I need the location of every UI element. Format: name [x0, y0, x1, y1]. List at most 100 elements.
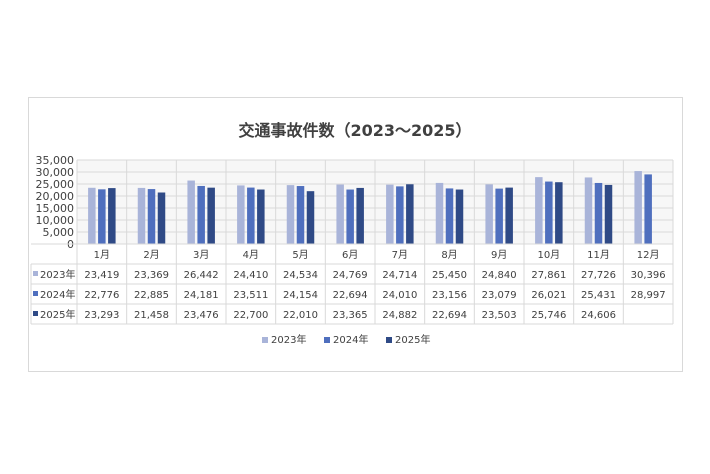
data-label: 24,154: [283, 290, 318, 301]
bar: [88, 187, 96, 244]
legend-label: 2025年: [395, 333, 430, 346]
data-label: 22,694: [333, 290, 368, 301]
y-tick-label: 20,000: [36, 190, 75, 203]
category-label: 8月: [441, 249, 457, 261]
bar: [147, 189, 156, 244]
legend: 2023年 2024年 2025年: [262, 333, 430, 346]
category-label: 11月: [587, 249, 610, 261]
bar: [296, 186, 305, 244]
data-label: 24,714: [382, 270, 417, 281]
bar: [435, 182, 444, 244]
data-label: 24,769: [333, 270, 368, 281]
data-label: 23,079: [482, 290, 517, 301]
data-label: 23,293: [84, 310, 119, 321]
data-label: 23,511: [233, 290, 268, 301]
category-label: 7月: [392, 249, 408, 261]
data-label: 27,726: [581, 270, 616, 281]
y-tick-label: 25,000: [36, 178, 75, 191]
data-label: 27,861: [531, 270, 566, 281]
chart-title: 交通事故件数（2023～2025）: [238, 121, 471, 140]
category-label: 12月: [637, 249, 660, 261]
grid-layer: [76, 159, 674, 324]
category-label: 3月: [193, 249, 209, 261]
y-tick-label: 30,000: [36, 166, 75, 179]
category-label: 10月: [537, 249, 560, 261]
bar: [535, 177, 543, 244]
legend-swatch: [324, 337, 330, 343]
chart-frame: 交通事故件数（2023～2025） 05,00010,00015,00020,0…: [28, 97, 683, 372]
data-label: 23,503: [482, 310, 517, 321]
data-label: 22,776: [84, 290, 119, 301]
bar: [396, 186, 404, 244]
data-label: 26,021: [531, 290, 566, 301]
legend-swatch: [262, 337, 268, 343]
legend-swatch: [386, 337, 392, 343]
bar: [356, 187, 364, 244]
data-label: 24,606: [581, 310, 616, 321]
bar: [634, 171, 642, 244]
chart-canvas: 交通事故件数（2023～2025） 05,00010,00015,00020,0…: [30, 121, 674, 346]
category-label: 1月: [94, 249, 110, 261]
data-label: 25,431: [581, 290, 616, 301]
data-table: 1月 2月 3月 4月 5月 6月 7月 8月 9月 10月 11月 12月 2023年 23,419 23…: [30, 243, 673, 325]
bar: [336, 184, 344, 244]
data-label: 22,010: [283, 310, 318, 321]
row-label: 2025年: [40, 308, 75, 321]
data-label: 24,181: [184, 290, 219, 301]
bar: [485, 184, 493, 244]
bar: [286, 185, 295, 244]
bar: [406, 184, 414, 244]
data-label: 30,396: [631, 270, 666, 281]
data-label: 24,534: [283, 270, 318, 281]
data-label: 23,156: [432, 290, 467, 301]
data-label: 24,840: [482, 270, 517, 281]
category-label: 2月: [143, 249, 159, 261]
bar: [545, 181, 553, 244]
category-label: 9月: [491, 249, 507, 261]
data-label: 23,369: [134, 270, 169, 281]
bar: [247, 187, 255, 244]
category-label: 6月: [342, 249, 358, 261]
bar: [346, 189, 354, 244]
data-label: 22,700: [233, 310, 268, 321]
bar: [257, 189, 265, 244]
bar: [445, 188, 454, 244]
bar: [644, 174, 652, 244]
bar: [197, 185, 205, 244]
bar: [555, 182, 563, 244]
legend-key: [33, 271, 38, 276]
bar: [207, 187, 215, 244]
legend-label: 2023年: [271, 333, 306, 346]
legend-key: [33, 311, 38, 316]
data-label: 22,694: [432, 310, 467, 321]
y-tick-label: 10,000: [36, 214, 75, 227]
data-label: 22,885: [134, 290, 169, 301]
data-label: 23,365: [333, 310, 368, 321]
data-label: 24,010: [382, 290, 417, 301]
bar: [306, 191, 315, 244]
bar: [108, 188, 116, 244]
bar: [594, 182, 603, 244]
data-label: 24,410: [233, 270, 268, 281]
data-label: 26,442: [184, 270, 219, 281]
row-label: 2024年: [40, 288, 75, 301]
bar: [187, 180, 195, 244]
row-label: 2023年: [40, 268, 75, 281]
bar: [604, 184, 613, 244]
bar: [98, 189, 106, 244]
y-tick-label: 15,000: [36, 202, 75, 215]
data-label: 25,746: [531, 310, 566, 321]
y-tick-label: 35,000: [36, 154, 75, 167]
y-tick-label: 5,000: [43, 226, 75, 239]
bar: [455, 189, 464, 244]
bar: [237, 185, 245, 244]
bar: [386, 184, 394, 244]
category-label: 4月: [243, 249, 259, 261]
data-label: 28,997: [631, 290, 666, 301]
bar: [157, 192, 166, 244]
legend-label: 2024年: [333, 333, 368, 346]
data-label: 25,450: [432, 270, 467, 281]
data-label: 21,458: [134, 310, 169, 321]
data-label: 24,882: [382, 310, 417, 321]
bars-layer: [88, 171, 652, 244]
